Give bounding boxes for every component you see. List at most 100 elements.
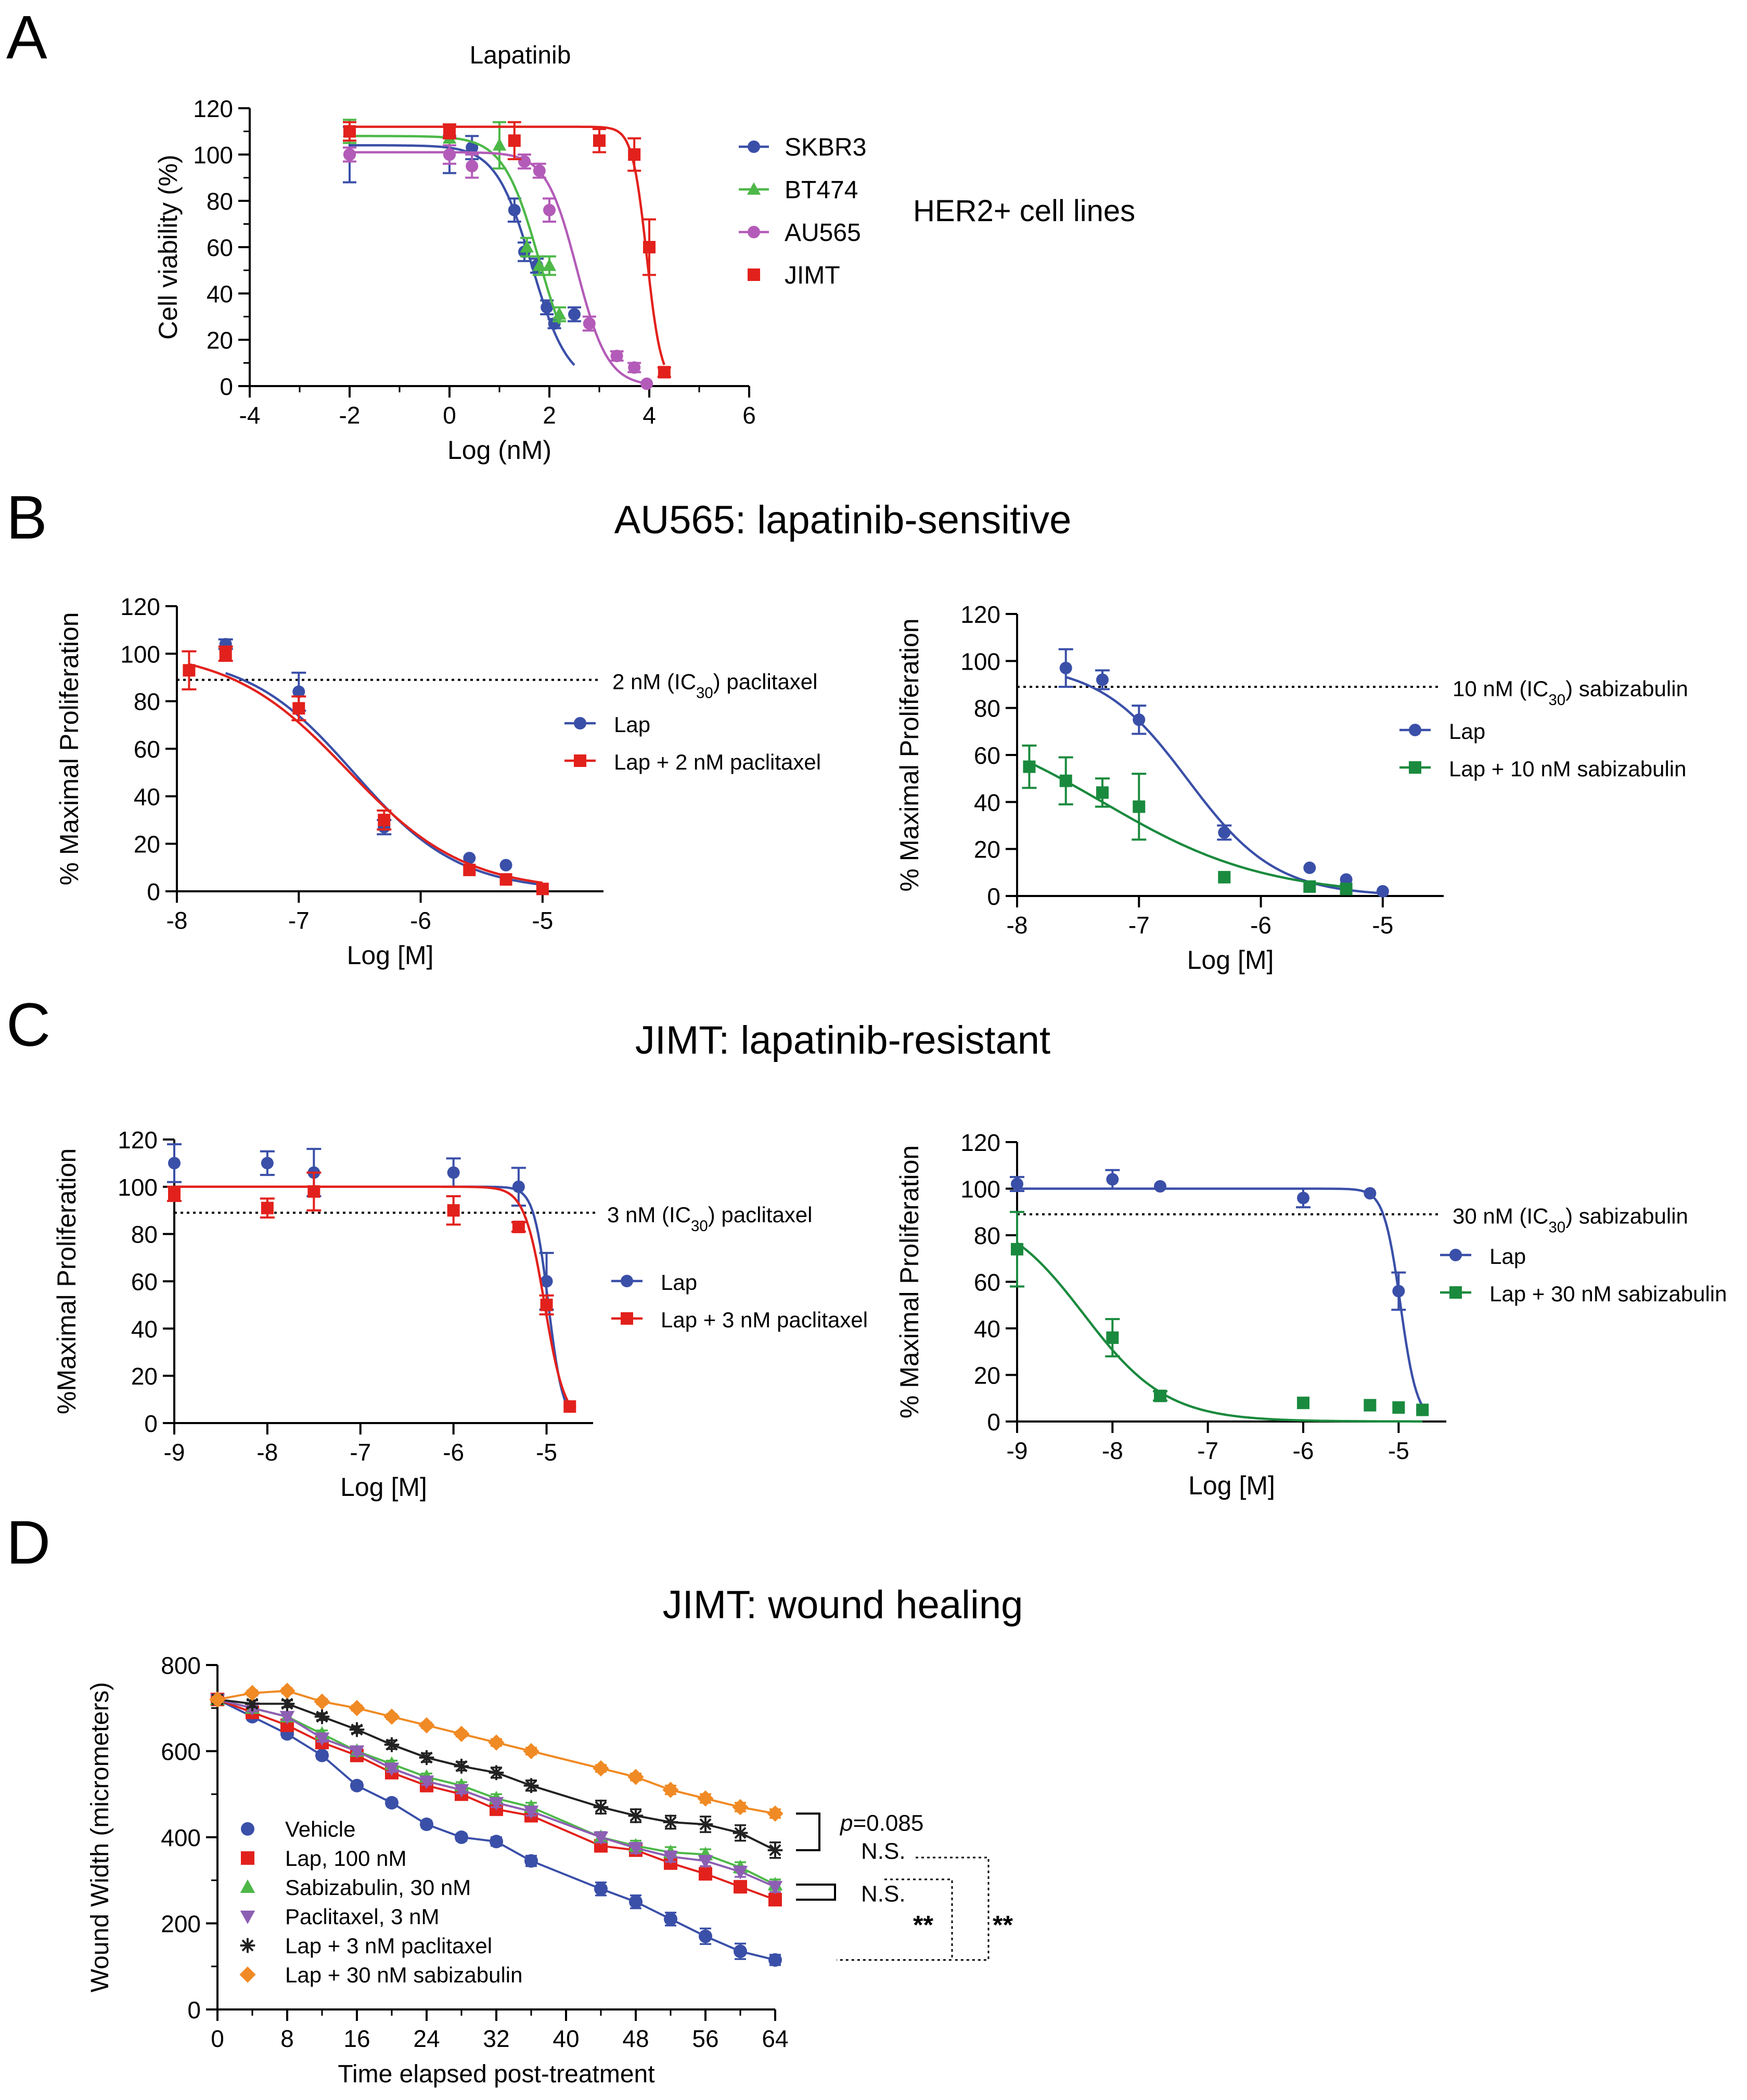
y-tick-label: 0 (220, 373, 233, 400)
x-tick-label: -6 (410, 907, 431, 934)
y-tick-label: 20 (131, 1363, 158, 1390)
x-tick-label: -8 (256, 1439, 278, 1466)
data-point (1364, 1187, 1377, 1200)
data-point (583, 317, 596, 330)
reference-line-label: 3 nM (IC30) paclitaxel (607, 1202, 813, 1235)
y-tick-label: 600 (161, 1738, 201, 1765)
x-axis-label: Log [M] (340, 1472, 427, 1502)
bracket-ns (796, 1884, 836, 1901)
series-5 (209, 1683, 783, 1822)
data-point (209, 1691, 226, 1708)
data-point (536, 882, 549, 895)
y-axis-label: %Maximal Proliferation (52, 1148, 81, 1414)
y-tick-label: 80 (974, 695, 1000, 722)
data-point (419, 1750, 434, 1765)
x-tick-label: -6 (1293, 1437, 1314, 1464)
panel-a-chart: 0 20 40 60 80 100 120 -4 -2 0 2 4 6 Log (nM) Cell viab… (153, 42, 1135, 465)
series-3 (343, 121, 671, 379)
data-point (447, 1204, 460, 1217)
data-point (384, 1737, 400, 1752)
legend-marker (1409, 724, 1421, 736)
sig-label-2: ** (993, 1910, 1013, 1939)
y-tick-label: 20 (207, 327, 233, 354)
fit-curve (188, 663, 543, 884)
data-point (699, 1867, 712, 1881)
data-point (463, 852, 476, 865)
panel-b-left-chart: 0 20 40 60 80 100 120 -8 -7 -6 -5 Log [M] % Maximal … (55, 593, 821, 970)
data-point (540, 1275, 553, 1288)
y-tick-label: 60 (134, 736, 160, 763)
data-point (640, 377, 653, 390)
data-point (466, 141, 479, 154)
series-line (217, 1698, 776, 1851)
y-axis-label: Wound Width (micrometers) (86, 1682, 114, 1993)
data-point (1297, 1192, 1309, 1205)
data-point (1154, 1180, 1166, 1193)
y-tick-label: 80 (207, 188, 233, 215)
data-point (343, 148, 356, 161)
x-axis-label: Log [M] (1187, 945, 1274, 975)
data-point (643, 241, 656, 253)
x-tick-label: -4 (239, 402, 261, 429)
series-1 (182, 645, 549, 895)
data-point (563, 1400, 576, 1413)
x-tick-label: -5 (1388, 1437, 1409, 1464)
panel-letter-b: B (6, 483, 47, 552)
data-point (697, 1790, 714, 1807)
bracket-p-value (796, 1812, 820, 1851)
data-point (454, 1784, 469, 1798)
data-point (1133, 800, 1146, 813)
x-tick-label: -9 (164, 1439, 185, 1466)
data-point (767, 1881, 783, 1895)
data-point (1297, 1397, 1309, 1410)
series-2 (343, 144, 653, 390)
data-point (508, 203, 521, 216)
data-point (593, 134, 606, 147)
data-point (593, 1831, 609, 1845)
fit-curve (1017, 1187, 1424, 1407)
legend-marker (241, 1822, 254, 1836)
data-point (663, 1814, 678, 1830)
data-point (698, 1816, 713, 1832)
data-point (315, 1748, 329, 1762)
data-point (1106, 1331, 1119, 1344)
series-1 (342, 119, 567, 325)
data-point (768, 1892, 782, 1906)
data-point (593, 1799, 609, 1815)
data-point (1376, 885, 1389, 898)
y-tick-label: 40 (974, 789, 1000, 816)
x-tick-label: -7 (350, 1439, 371, 1466)
data-point (524, 1854, 538, 1868)
x-tick-label: 4 (643, 402, 656, 429)
data-point (594, 1882, 608, 1896)
section-title-c: JIMT: lapatinib-resistant (635, 1018, 1050, 1062)
fit-curve (1029, 761, 1346, 889)
y-tick-label: 120 (118, 1126, 158, 1154)
legend-marker (240, 1879, 255, 1893)
data-point (279, 1711, 295, 1725)
series-0 (1058, 648, 1389, 898)
x-tick-label: -7 (1197, 1437, 1218, 1464)
chart-title: Lapatinib (470, 42, 571, 69)
legend-label: BT474 (785, 176, 858, 204)
data-point (533, 164, 546, 177)
data-point (628, 1842, 644, 1856)
x-tick-label: -7 (288, 907, 310, 934)
panel-c-left-chart: 0 20 40 60 80 100 120 -9 -8 -7 -6 -5 Log [M] %Maximal… (52, 1126, 868, 1502)
data-point (489, 1765, 504, 1781)
series-1 (1022, 744, 1353, 895)
data-point (1218, 870, 1231, 883)
x-tick-label: 0 (443, 402, 456, 429)
y-tick-label: 100 (960, 648, 1000, 675)
panel-letter-d: D (6, 1508, 50, 1577)
x-tick-label: 40 (553, 2025, 579, 2052)
y-tick-label: 80 (131, 1221, 158, 1248)
ns-label-1: N.S. (861, 1839, 906, 1864)
fit-curve (174, 1185, 571, 1412)
data-point (492, 138, 507, 151)
fit-curve (1016, 1241, 1423, 1423)
data-point (385, 1796, 399, 1810)
y-tick-label: 100 (118, 1174, 158, 1201)
legend-marker (574, 754, 586, 767)
data-point (349, 1745, 365, 1759)
